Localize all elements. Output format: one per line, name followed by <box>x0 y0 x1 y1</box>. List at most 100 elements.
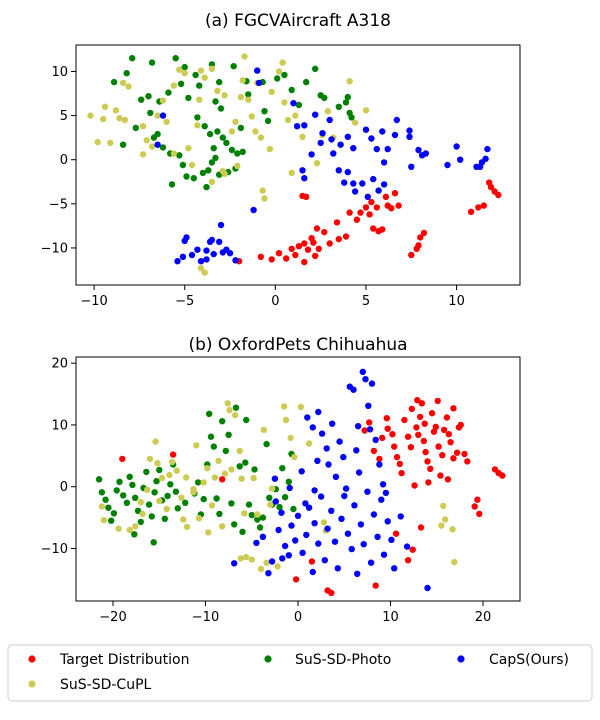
point-sus-sd-cupl <box>241 53 248 60</box>
point-sus-sd-cupl <box>178 494 185 501</box>
point-caps-ours <box>355 469 363 476</box>
point-sus-sd-cupl <box>267 501 274 508</box>
point-target-distribution <box>361 427 368 434</box>
point-caps-ours <box>380 551 388 558</box>
point-sus-sd-cupl <box>173 467 180 474</box>
point-caps-ours <box>174 258 181 265</box>
point-sus-sd-photo <box>274 75 281 82</box>
point-sus-sd-photo <box>335 103 342 111</box>
point-sus-sd-cupl <box>228 466 235 473</box>
point-sus-sd-cupl <box>288 169 295 177</box>
point-sus-sd-photo <box>205 167 212 174</box>
point-target-distribution <box>370 447 378 455</box>
point-sus-sd-photo <box>206 410 213 417</box>
point-caps-ours <box>364 488 371 495</box>
point-sus-sd-cupl <box>248 556 255 563</box>
point-target-distribution <box>372 582 379 589</box>
point-caps-ours <box>484 145 491 153</box>
legend-label-target: Target Distribution <box>59 652 189 668</box>
y-tick-label: 20 <box>51 357 68 372</box>
point-sus-sd-photo <box>348 114 355 121</box>
point-target-distribution <box>437 472 444 479</box>
point-sus-sd-photo <box>236 463 243 470</box>
point-target-distribution <box>476 510 483 518</box>
point-target-distribution <box>304 246 312 253</box>
point-target-distribution <box>427 465 434 472</box>
point-sus-sd-photo <box>131 531 138 538</box>
point-target-distribution <box>315 245 322 252</box>
point-sus-sd-photo <box>212 98 219 105</box>
point-caps-ours <box>340 453 347 461</box>
point-sus-sd-photo <box>263 440 270 448</box>
point-caps-ours <box>309 424 316 431</box>
point-sus-sd-photo <box>102 496 109 503</box>
point-sus-sd-photo <box>132 124 139 132</box>
point-caps-ours <box>364 193 371 200</box>
point-sus-sd-photo <box>259 514 267 521</box>
point-caps-ours <box>334 565 341 572</box>
point-sus-sd-cupl <box>205 529 212 536</box>
point-caps-ours <box>259 533 267 540</box>
point-sus-sd-photo <box>222 447 229 455</box>
point-caps-ours <box>292 537 299 544</box>
point-sus-sd-cupl <box>248 113 255 120</box>
point-target-distribution <box>435 443 442 450</box>
point-caps-ours <box>379 128 386 135</box>
point-sus-sd-cupl <box>182 474 190 481</box>
point-sus-sd-cupl <box>226 406 233 414</box>
plot-a-title: (a) FGCVAircraft A318 <box>205 11 391 31</box>
point-sus-sd-cupl <box>254 511 261 518</box>
point-caps-ours <box>366 426 374 433</box>
point-sus-sd-cupl <box>237 93 245 101</box>
point-caps-ours <box>231 560 238 567</box>
point-caps-ours <box>299 549 306 556</box>
point-caps-ours <box>328 507 335 514</box>
point-caps-ours <box>338 515 345 522</box>
point-sus-sd-photo <box>256 524 264 531</box>
point-caps-ours <box>298 468 305 475</box>
point-target-distribution <box>366 419 373 426</box>
point-sus-sd-cupl <box>228 128 236 135</box>
point-sus-sd-cupl <box>275 68 283 75</box>
legend: Target Distribution SuS-SD-Photo CapS(Ou… <box>7 644 593 702</box>
point-sus-sd-photo <box>172 488 180 495</box>
point-target-distribution <box>395 202 402 209</box>
point-caps-ours <box>379 481 387 488</box>
y-tick-label: 0 <box>60 480 68 495</box>
point-sus-sd-cupl <box>100 115 107 123</box>
point-target-distribution <box>303 193 310 200</box>
point-target-distribution <box>428 410 436 417</box>
point-target-distribution <box>418 400 426 407</box>
point-caps-ours <box>216 238 223 245</box>
point-sus-sd-cupl <box>234 162 241 170</box>
point-caps-ours <box>326 116 333 124</box>
point-sus-sd-cupl <box>152 438 159 445</box>
point-caps-ours <box>232 257 239 264</box>
plot-a: (a) FGCVAircraft A318 −10 −5 0 5 10 −10 −5 0 5 1… <box>41 11 521 309</box>
point-sus-sd-cupl <box>257 134 264 141</box>
point-caps-ours <box>391 131 399 139</box>
point-target-distribution <box>404 557 412 564</box>
plot-b-title: (b) OxfordPets Chihuahua <box>188 335 407 355</box>
point-caps-ours <box>354 423 362 430</box>
point-sus-sd-cupl <box>144 486 151 493</box>
point-sus-sd-photo <box>281 71 288 79</box>
point-caps-ours <box>341 179 348 186</box>
point-caps-ours <box>384 145 391 153</box>
point-sus-sd-photo <box>261 108 268 115</box>
point-caps-ours <box>281 542 289 550</box>
point-sus-sd-photo <box>245 91 252 98</box>
point-caps-ours <box>290 100 297 107</box>
point-target-distribution <box>283 255 290 262</box>
point-target-distribution <box>301 240 308 247</box>
plot-b-y-axis: −10 0 10 20 <box>41 357 76 557</box>
point-sus-sd-cupl <box>281 99 288 106</box>
point-sus-sd-photo <box>264 117 272 125</box>
point-sus-sd-cupl <box>284 116 292 124</box>
point-caps-ours <box>335 167 342 174</box>
point-sus-sd-cupl <box>146 455 154 463</box>
point-sus-sd-photo <box>213 495 220 502</box>
point-sus-sd-photo <box>251 466 258 473</box>
point-caps-ours <box>344 133 351 140</box>
point-caps-ours <box>388 536 395 543</box>
